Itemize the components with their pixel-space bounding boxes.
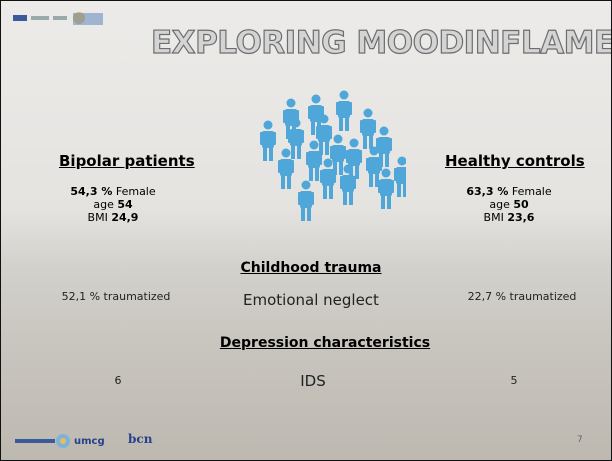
right-value: 22,7 % traumatized — [437, 290, 607, 303]
age-label: age — [489, 198, 510, 211]
female-label: Female — [116, 185, 156, 198]
footer-logo-icon — [53, 431, 73, 451]
female-pct: 54,3 % — [70, 185, 112, 198]
age-label: age — [93, 198, 114, 211]
right-value: 5 — [429, 374, 599, 387]
bmi-label: BMI — [484, 211, 504, 224]
slide-title: EXPLORING MOODINFLAME — [151, 25, 601, 61]
group-title: Bipolar patients — [59, 152, 195, 170]
section-title: Depression characteristics — [175, 335, 475, 351]
measure: Emotional neglect — [211, 291, 411, 309]
left-value: 52,1 % traumatized — [31, 290, 201, 303]
section-title: Childhood trauma — [161, 260, 461, 276]
age: 50 — [513, 198, 528, 211]
header-logo-strip — [13, 7, 113, 29]
bmi-label: BMI — [88, 211, 108, 224]
people-icon — [256, 89, 406, 234]
page-number: 7 — [577, 435, 583, 445]
group-stats: 54,3 % Female age 54 BMI 24,9 — [43, 185, 183, 224]
group-stats: 63,3 % Female age 50 BMI 23,6 — [439, 185, 579, 224]
group-title: Healthy controls — [445, 152, 585, 170]
bmi: 24,9 — [111, 211, 138, 224]
left-value: 6 — [33, 374, 203, 387]
footer-logo: bcn — [128, 432, 152, 446]
female-pct: 63,3 % — [466, 185, 508, 198]
bmi: 23,6 — [507, 211, 534, 224]
slide: EXPLORING MOODINFLAME Bipolar patients 5… — [0, 0, 612, 461]
measure: IDS — [213, 372, 413, 390]
female-label: Female — [512, 185, 552, 198]
footer-logo: umcg — [74, 436, 105, 447]
header-logos — [13, 13, 83, 22]
age: 54 — [117, 198, 132, 211]
